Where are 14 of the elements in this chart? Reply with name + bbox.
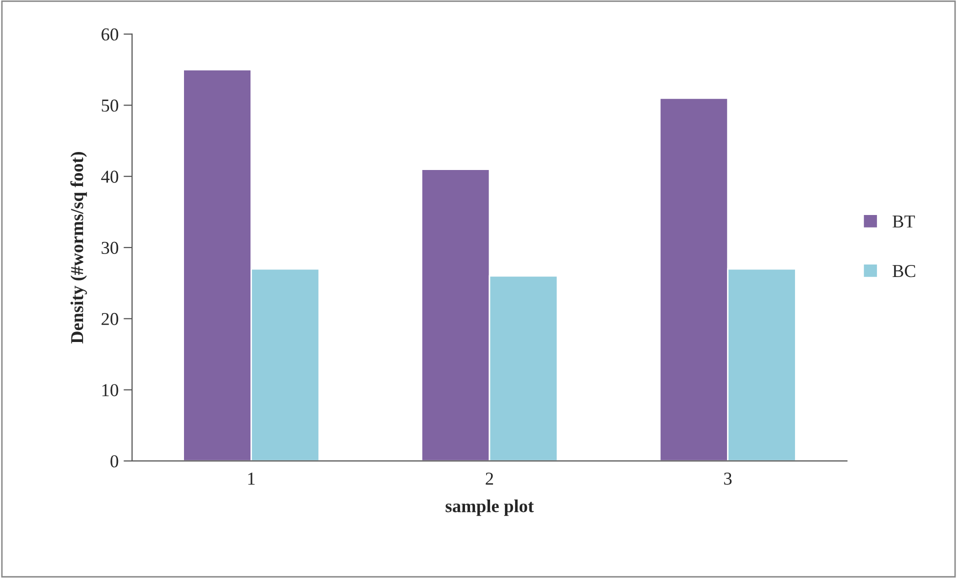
y-tick-label: 10 bbox=[102, 384, 118, 396]
y-axis-title: Density (#worms/sq foot) bbox=[70, 152, 87, 344]
y-tick-label: 60 bbox=[102, 28, 118, 41]
legend-label: BC bbox=[892, 265, 916, 278]
y-tick-label: 40 bbox=[101, 170, 118, 183]
y-tick-label: 0 bbox=[110, 455, 118, 468]
y-tick-label: 30 bbox=[102, 242, 118, 254]
x-tick-label: 3 bbox=[724, 472, 732, 485]
y-tick-label: 50 bbox=[102, 100, 118, 112]
x-axis-title: sample plot bbox=[446, 500, 534, 516]
y-tick-label: 20 bbox=[102, 312, 118, 326]
legend-label: BT bbox=[892, 216, 915, 228]
x-tick-label: 2 bbox=[486, 472, 494, 485]
x-tick-label: 1 bbox=[248, 472, 255, 485]
